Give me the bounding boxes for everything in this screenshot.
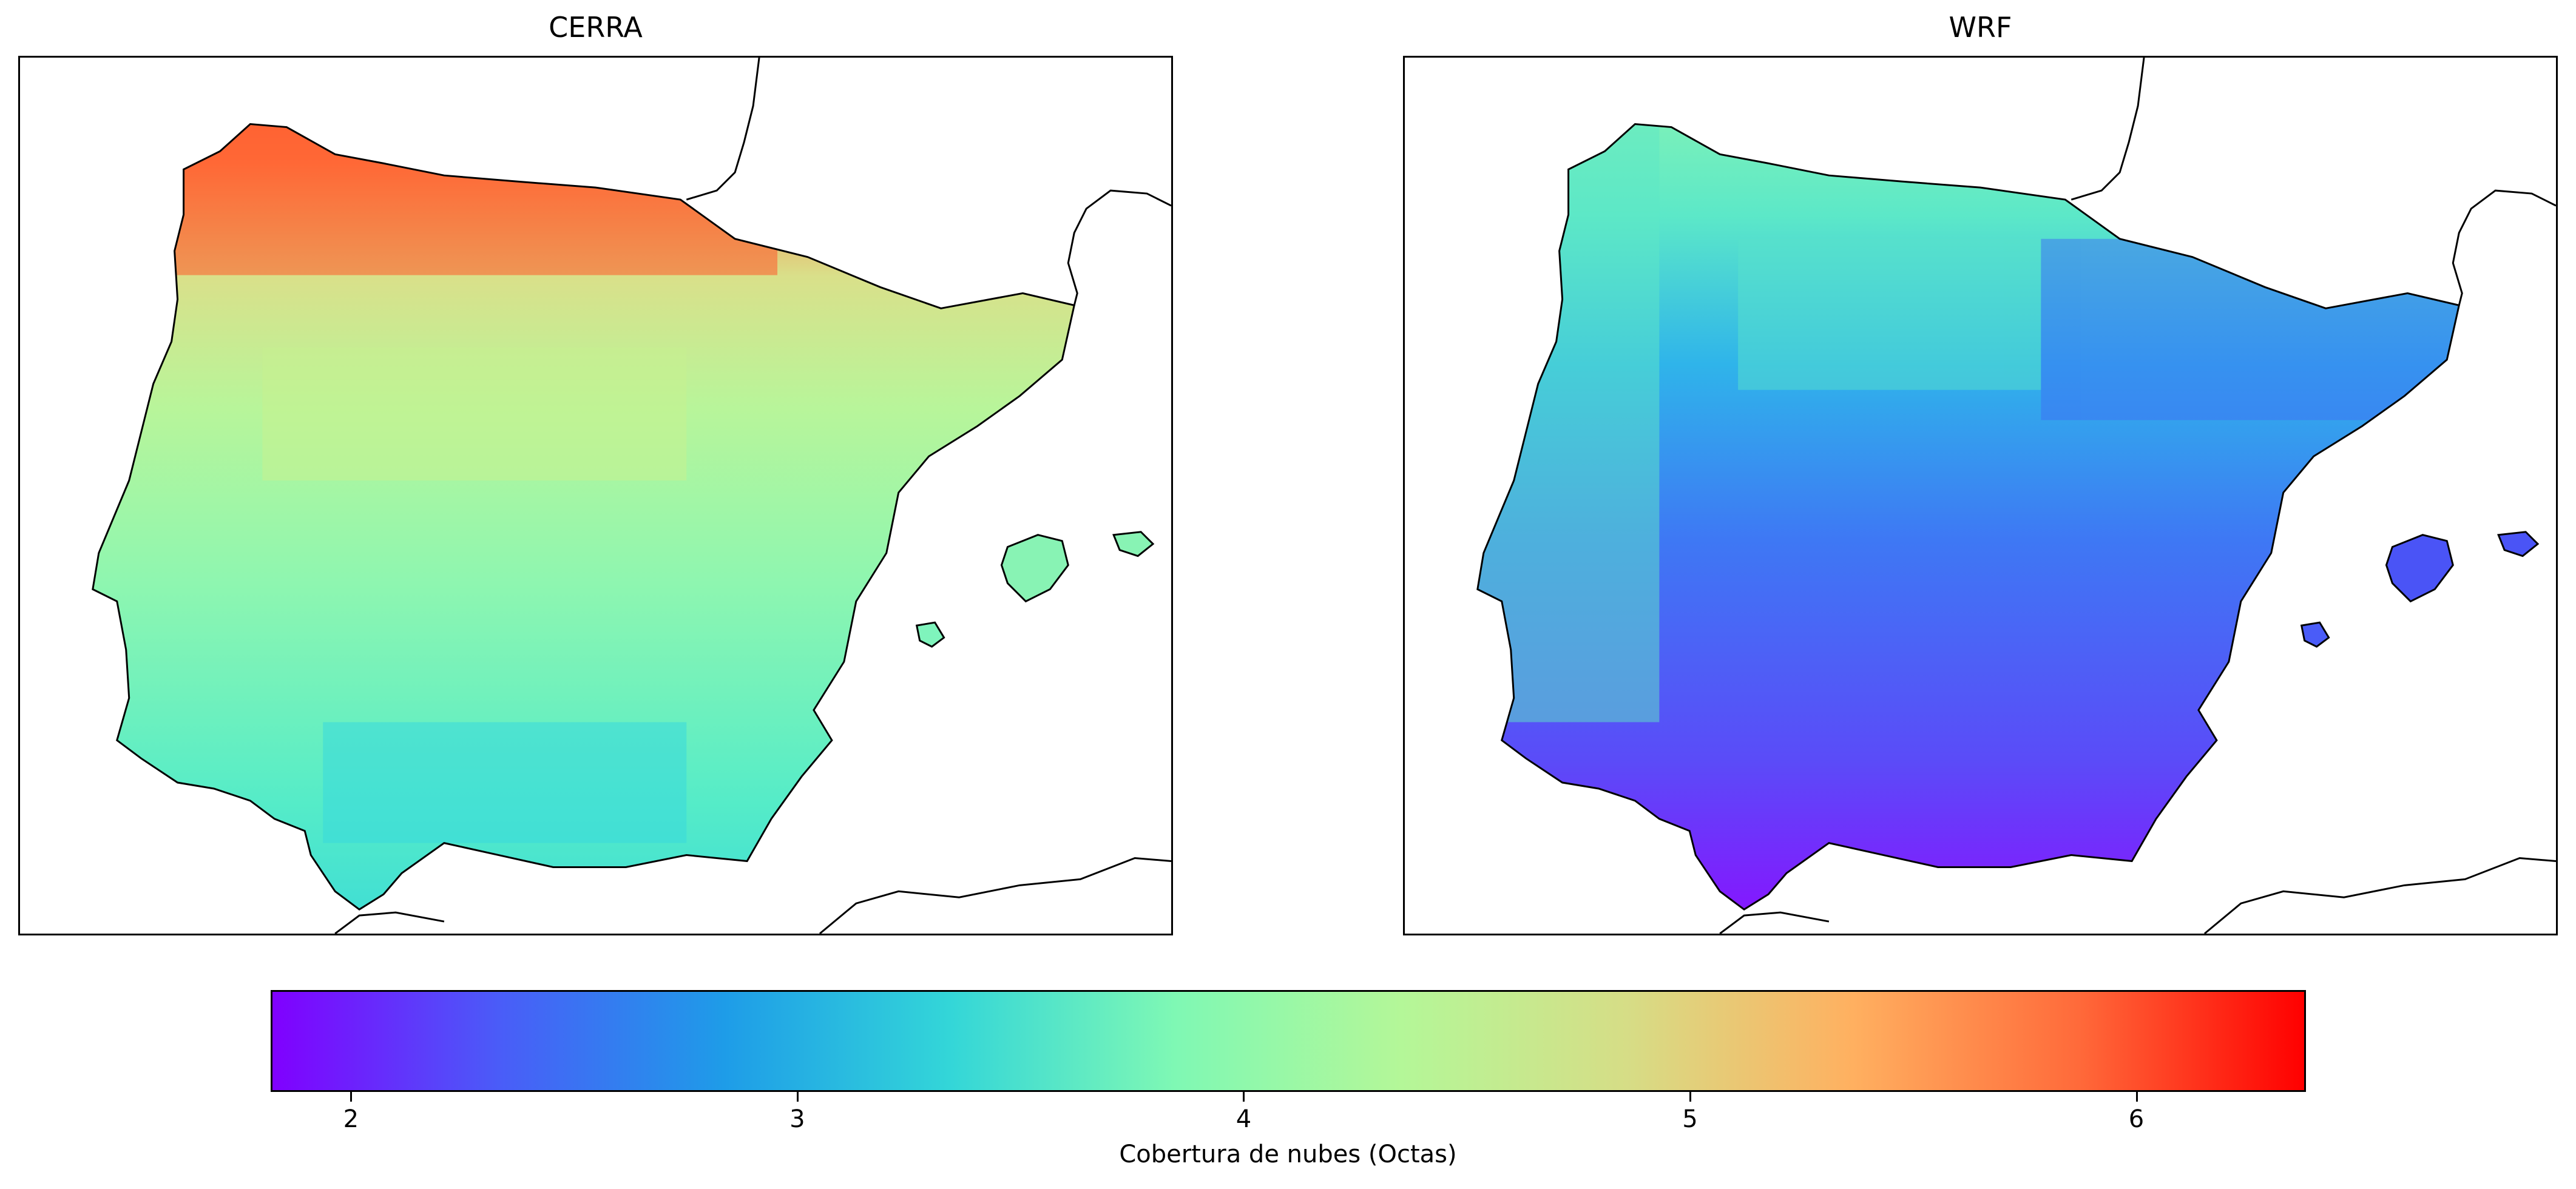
map-wrf bbox=[1403, 56, 2558, 935]
colorbar-tick bbox=[350, 1092, 353, 1102]
colorbar-tick bbox=[796, 1092, 799, 1102]
colorbar-tick-label: 2 bbox=[343, 1105, 359, 1133]
colorbar-label: Cobertura de nubes (Octas) bbox=[1119, 1140, 1457, 1168]
map-cerra-svg bbox=[92, 58, 1171, 934]
colorbar-tick bbox=[1689, 1092, 1691, 1102]
colorbar-tick bbox=[2135, 1092, 2138, 1102]
colorbar-tick-label: 3 bbox=[789, 1105, 805, 1133]
map-cerra bbox=[18, 56, 1173, 935]
colorbar-tick-label: 4 bbox=[1236, 1105, 1252, 1133]
colorbar bbox=[271, 990, 2306, 1092]
colorbar-tick-label: 5 bbox=[1682, 1105, 1698, 1133]
panel-title-cerra: CERRA bbox=[549, 11, 643, 44]
colorbar-tick bbox=[1243, 1092, 1245, 1102]
colorbar-tick-label: 6 bbox=[2128, 1105, 2145, 1133]
map-wrf-svg bbox=[1476, 58, 2556, 934]
panel-title-wrf: WRF bbox=[1949, 11, 2012, 44]
